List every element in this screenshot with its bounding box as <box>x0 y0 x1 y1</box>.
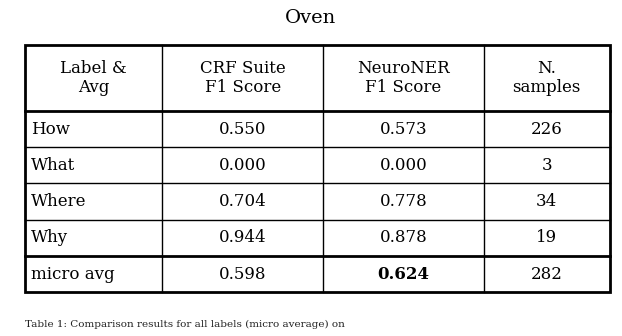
Text: micro avg: micro avg <box>31 266 114 283</box>
Text: 0.598: 0.598 <box>219 266 266 283</box>
Text: NeuroNER
F1 Score: NeuroNER F1 Score <box>357 60 450 96</box>
Text: 0.624: 0.624 <box>378 266 429 283</box>
Text: 0.944: 0.944 <box>219 229 266 246</box>
Text: 34: 34 <box>536 193 557 210</box>
Bar <box>25 45 610 292</box>
Text: N.
samples: N. samples <box>513 60 581 96</box>
Text: 0.550: 0.550 <box>219 121 266 137</box>
Text: 0.000: 0.000 <box>219 157 267 174</box>
Text: 0.000: 0.000 <box>379 157 427 174</box>
Text: 19: 19 <box>536 229 557 246</box>
Text: 0.704: 0.704 <box>219 193 267 210</box>
Text: 0.573: 0.573 <box>379 121 427 137</box>
Text: 0.778: 0.778 <box>379 193 427 210</box>
Text: Table 1: Comparison results for all labels (micro average) on: Table 1: Comparison results for all labe… <box>25 320 345 329</box>
Text: 282: 282 <box>531 266 563 283</box>
Text: How: How <box>31 121 70 137</box>
Text: CRF Suite
F1 Score: CRF Suite F1 Score <box>200 60 285 96</box>
Text: Label &
Avg: Label & Avg <box>60 60 127 96</box>
Text: Where: Where <box>31 193 86 210</box>
Text: Why: Why <box>31 229 68 246</box>
Text: 3: 3 <box>541 157 552 174</box>
Text: Oven: Oven <box>285 9 337 28</box>
Text: 226: 226 <box>531 121 562 137</box>
Text: 0.878: 0.878 <box>379 229 427 246</box>
Text: What: What <box>31 157 75 174</box>
